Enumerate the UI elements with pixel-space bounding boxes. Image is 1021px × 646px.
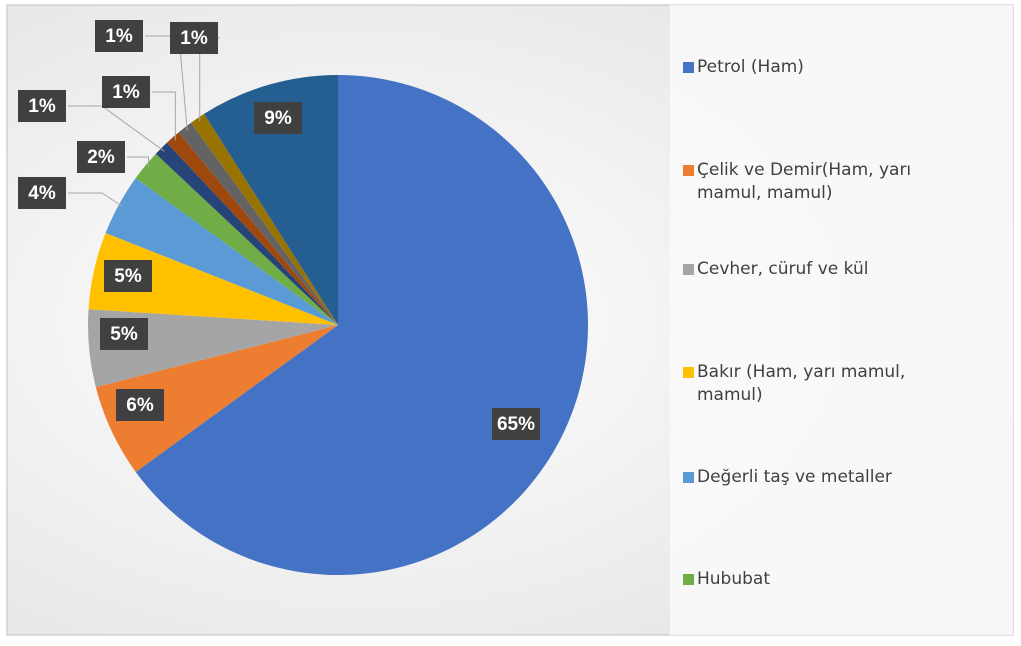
- data-label: 1%: [105, 26, 133, 47]
- data-label: 9%: [264, 108, 292, 129]
- legend-swatch: [683, 62, 694, 73]
- pie-slice: [135, 153, 338, 325]
- legend-swatch: [683, 264, 694, 275]
- leader-line: [68, 192, 123, 207]
- data-label-box: [116, 389, 164, 421]
- legend-swatch: [683, 165, 694, 176]
- data-label: 4%: [28, 183, 56, 204]
- data-label: 1%: [112, 82, 140, 103]
- data-label-box: [100, 318, 148, 350]
- data-label-box: [254, 102, 302, 134]
- pie-slice: [105, 178, 338, 325]
- pie-slice: [135, 75, 588, 575]
- data-label: 5%: [114, 266, 142, 287]
- legend-label: Petrol (Ham): [697, 57, 804, 77]
- data-label-box: [102, 76, 150, 108]
- legend-swatch: [683, 472, 694, 483]
- data-label-box: [95, 20, 143, 52]
- pie-slice: [88, 232, 338, 325]
- legend-swatch: [683, 367, 694, 378]
- data-label-box: [18, 177, 66, 209]
- legend-label: Çelik ve Demir(Ham, yarı mamul, mamul): [697, 160, 912, 203]
- data-label: 65%: [497, 414, 535, 435]
- leader-line: [152, 91, 176, 141]
- legend-label: Bakır (Ham, yarı mamul, mamul): [697, 362, 906, 405]
- pie-slice: [166, 132, 338, 325]
- data-label: 1%: [180, 28, 208, 49]
- data-label: 6%: [126, 395, 154, 416]
- pie-slice: [204, 75, 338, 325]
- data-label-box: [18, 90, 66, 122]
- legend-label: Değerli taş ve metaller: [697, 467, 892, 487]
- legend-swatch: [683, 574, 694, 585]
- pie-slice: [155, 142, 338, 325]
- data-label-box: [104, 260, 152, 292]
- pie-slice: [95, 325, 338, 472]
- legend-label: Cevher, cüruf ve kül: [697, 259, 869, 279]
- legend-label: Hububat: [697, 569, 770, 589]
- pie-slice: [88, 309, 338, 388]
- leader-line: [127, 156, 149, 169]
- data-label: 2%: [87, 147, 115, 168]
- data-label-box: [170, 22, 218, 54]
- data-label-box: [77, 141, 125, 173]
- pie-slice: [178, 122, 338, 325]
- data-label: 1%: [28, 96, 56, 117]
- pie-slice: [191, 113, 338, 325]
- data-label: 5%: [110, 324, 138, 345]
- legend-area: [670, 5, 1013, 635]
- data-label-box: [492, 408, 540, 440]
